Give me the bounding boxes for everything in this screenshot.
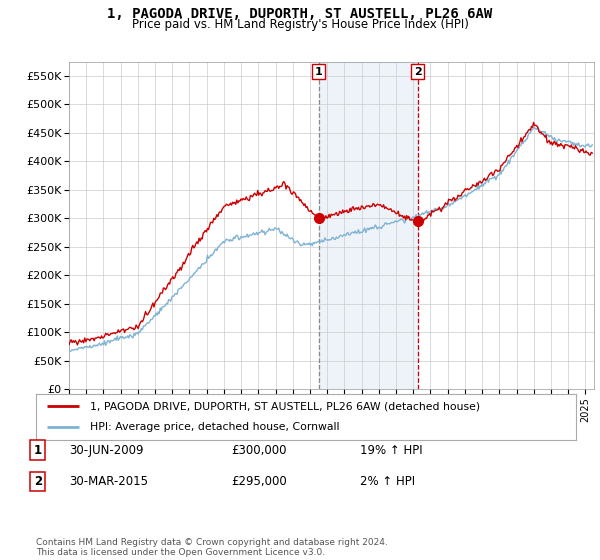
Text: 1, PAGODA DRIVE, DUPORTH, ST AUSTELL, PL26 6AW (detached house): 1, PAGODA DRIVE, DUPORTH, ST AUSTELL, PL… <box>90 401 480 411</box>
Text: 1: 1 <box>34 444 42 457</box>
Text: 2: 2 <box>413 67 421 77</box>
Text: 19% ↑ HPI: 19% ↑ HPI <box>360 444 422 457</box>
Text: £295,000: £295,000 <box>231 475 287 488</box>
Text: £300,000: £300,000 <box>231 444 287 457</box>
Text: Contains HM Land Registry data © Crown copyright and database right 2024.
This d: Contains HM Land Registry data © Crown c… <box>36 538 388 557</box>
Text: HPI: Average price, detached house, Cornwall: HPI: Average price, detached house, Corn… <box>90 422 340 432</box>
Text: 2% ↑ HPI: 2% ↑ HPI <box>360 475 415 488</box>
Text: 1, PAGODA DRIVE, DUPORTH, ST AUSTELL, PL26 6AW: 1, PAGODA DRIVE, DUPORTH, ST AUSTELL, PL… <box>107 7 493 21</box>
Text: 30-MAR-2015: 30-MAR-2015 <box>69 475 148 488</box>
Text: 2: 2 <box>34 475 42 488</box>
Bar <box>319 62 418 389</box>
Text: 1: 1 <box>315 67 322 77</box>
Text: 30-JUN-2009: 30-JUN-2009 <box>69 444 143 457</box>
Text: Price paid vs. HM Land Registry's House Price Index (HPI): Price paid vs. HM Land Registry's House … <box>131 18 469 31</box>
